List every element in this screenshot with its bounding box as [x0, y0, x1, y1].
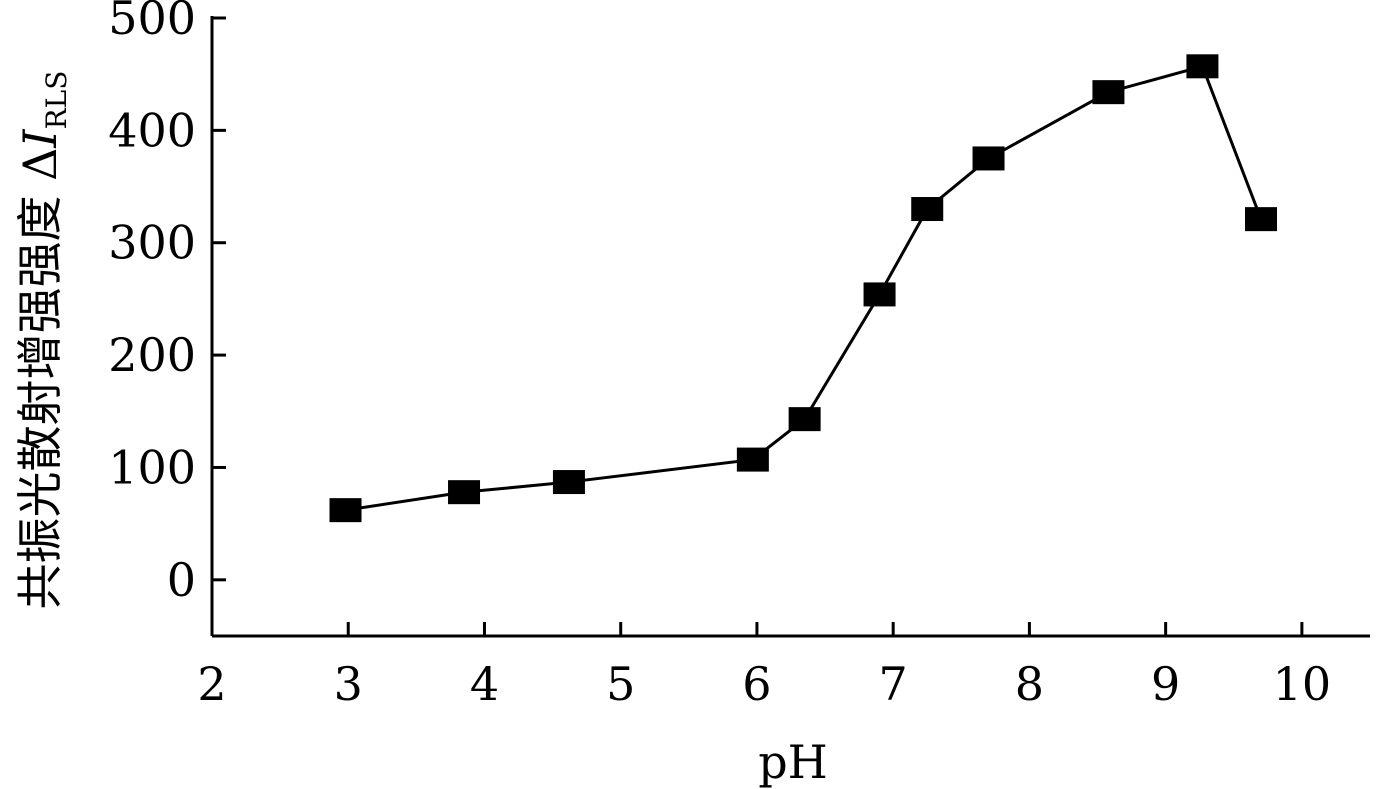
- y-axis-title-subscript: RLS: [40, 71, 73, 130]
- data-point-2: [552, 470, 585, 495]
- y-axis-title-main: 共振光散射增强强度 Δ: [13, 148, 67, 610]
- series-line: [345, 64, 1263, 512]
- data-point-1: [448, 480, 481, 505]
- data-point-6: [911, 197, 944, 222]
- data-point-3: [736, 447, 769, 472]
- x-tick-label-4: 6: [742, 657, 771, 711]
- x-tick-label-6: 8: [1015, 657, 1044, 711]
- data-point-10: [1245, 207, 1278, 232]
- x-tick-label-3: 5: [606, 657, 635, 711]
- data-point-4: [788, 407, 821, 432]
- x-tick-label-2: 4: [470, 657, 499, 711]
- x-tick-label-1: 3: [334, 657, 363, 711]
- data-point-5: [863, 282, 896, 307]
- y-tick-label-4: 400: [108, 103, 196, 157]
- data-point-0: [329, 498, 362, 523]
- y-tick-label-1: 100: [108, 440, 196, 494]
- x-tick-label-5: 7: [879, 657, 908, 711]
- data-point-8: [1092, 80, 1125, 105]
- data-point-7: [972, 146, 1005, 171]
- y-tick-label-3: 300: [108, 216, 196, 270]
- y-tick-label-0: 0: [167, 553, 196, 607]
- y-axis-title-symbol: I: [13, 129, 67, 149]
- markers: [329, 54, 1278, 523]
- x-axis-title: pH: [758, 735, 828, 789]
- y-tick-label-2: 200: [108, 328, 196, 382]
- x-tick-label-0: 2: [197, 657, 226, 711]
- axes: [210, 16, 1370, 638]
- x-tick-label-7: 9: [1151, 657, 1180, 711]
- y-axis-title: 共振光散射增强强度 ΔIRLS: [13, 71, 73, 610]
- data-point-9: [1186, 54, 1219, 79]
- y-tick-label-5: 500: [108, 0, 196, 45]
- x-tick-label-8: 10: [1273, 657, 1332, 711]
